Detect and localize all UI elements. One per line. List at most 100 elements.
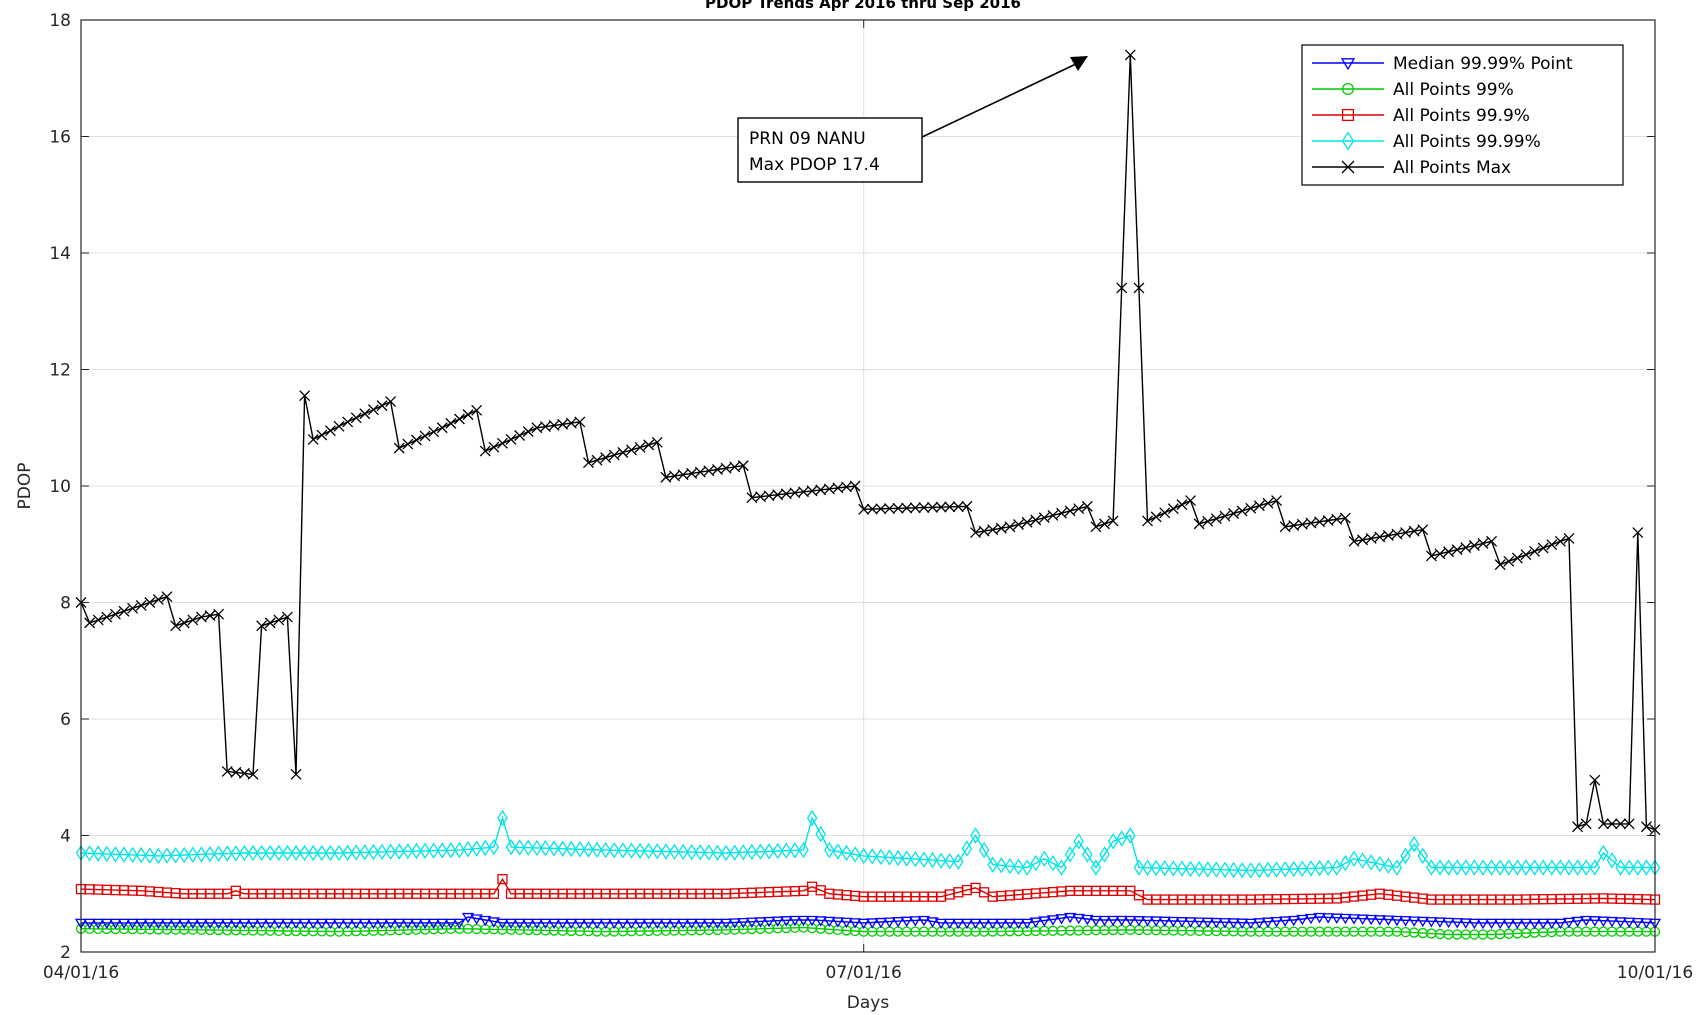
data-point (1529, 859, 1540, 876)
data-point (1589, 774, 1601, 786)
data-point (875, 848, 887, 866)
data-point (368, 843, 379, 861)
data-point (427, 918, 440, 930)
data-point (230, 766, 242, 778)
data-point (1554, 918, 1567, 930)
data-point (574, 416, 586, 428)
data-point (1562, 917, 1576, 929)
data-point (1606, 818, 1618, 830)
data-point (332, 918, 346, 930)
data-point (953, 853, 964, 870)
data-point (1632, 527, 1644, 539)
data-point (815, 825, 826, 843)
data-point (1597, 818, 1609, 830)
data-point (1641, 859, 1652, 876)
data-point (109, 918, 122, 930)
data-point (384, 918, 397, 930)
data-point (557, 840, 568, 857)
data-point (1158, 916, 1171, 928)
data-point (1494, 559, 1506, 571)
data-point (1202, 515, 1214, 527)
data-point (1039, 850, 1050, 868)
data-point (1211, 861, 1222, 878)
data-point (918, 851, 930, 868)
data-point (1185, 860, 1196, 878)
data-point (1082, 846, 1093, 863)
data-point (884, 503, 895, 515)
data-point (1150, 859, 1162, 877)
data-point (961, 840, 973, 857)
data-point (737, 460, 749, 472)
data-point (1090, 521, 1102, 533)
data-point (462, 409, 474, 421)
data-point (436, 842, 448, 859)
data-point (617, 447, 629, 458)
data-point (109, 608, 121, 620)
data-point (867, 848, 878, 865)
legend-label: All Points 99.9% (1393, 106, 1530, 126)
data-point (488, 441, 500, 453)
data-point (1021, 859, 1033, 876)
data-point (608, 449, 620, 461)
legend-item: All Points 99.9% (1312, 106, 1530, 126)
data-point (841, 481, 852, 493)
data-point (1511, 918, 1524, 930)
legend-label: All Points Max (1393, 158, 1511, 178)
data-point (815, 484, 827, 496)
data-point (789, 487, 801, 499)
data-point (100, 918, 113, 930)
data-point (1640, 918, 1653, 929)
data-point (694, 918, 707, 930)
data-point (960, 918, 974, 930)
data-point (135, 847, 147, 864)
y-tick-label: 8 (60, 594, 71, 614)
data-point (1356, 914, 1369, 925)
data-point (514, 839, 525, 856)
data-point (970, 527, 981, 539)
data-point (944, 852, 955, 870)
data-point (729, 844, 740, 861)
legend-label: Median 99.99% Point (1393, 54, 1573, 74)
data-point (299, 844, 310, 862)
legend-label: All Points 99% (1393, 80, 1514, 100)
data-point (1167, 916, 1180, 928)
data-point (738, 844, 749, 861)
data-point (238, 767, 250, 779)
data-point (814, 916, 827, 927)
data-point (1545, 918, 1558, 930)
data-point (1004, 857, 1016, 875)
data-point (341, 918, 354, 930)
data-point (1502, 918, 1515, 930)
data-point (1064, 846, 1076, 863)
data-point (212, 918, 225, 930)
data-point (780, 488, 792, 500)
data-point (952, 501, 964, 513)
data-point (213, 845, 224, 863)
series-group (74, 49, 1662, 940)
data-point (1537, 859, 1549, 876)
data-point (781, 842, 792, 859)
data-point (204, 610, 216, 622)
data-point (1340, 854, 1351, 872)
data-point (1176, 499, 1188, 511)
y-tick-label: 12 (49, 361, 71, 381)
data-point (1185, 495, 1196, 507)
data-point (772, 842, 783, 860)
data-point (633, 918, 647, 930)
data-point (385, 396, 397, 407)
data-point (1056, 507, 1067, 519)
data-point (402, 843, 414, 860)
data-point (531, 839, 543, 857)
data-point (849, 480, 861, 492)
data-point (676, 918, 690, 930)
annotation-arrow (919, 62, 1079, 139)
data-point (1494, 859, 1506, 876)
data-point (118, 846, 130, 863)
data-point (471, 404, 483, 416)
data-point (745, 917, 759, 929)
data-point (1434, 548, 1446, 560)
data-point (540, 840, 551, 857)
data-point (1520, 549, 1532, 561)
data-point (1133, 859, 1145, 876)
